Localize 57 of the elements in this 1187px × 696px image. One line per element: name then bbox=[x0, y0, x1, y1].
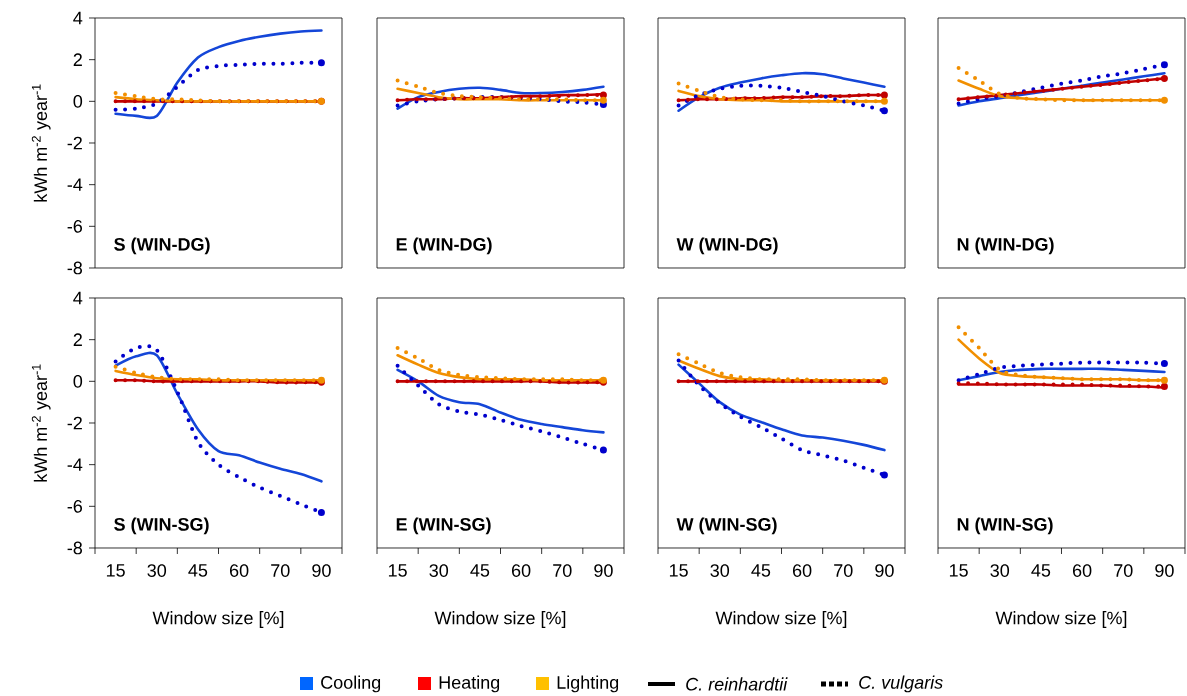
text: C. reinhardtii bbox=[686, 677, 788, 691]
category-label: Cooling bbox=[321, 675, 381, 693]
x-tick-label: 30 bbox=[147, 564, 167, 577]
x-tick-label: 45 bbox=[1031, 564, 1051, 577]
y-tick-label: 4 bbox=[73, 11, 83, 25]
x-tick-label: 30 bbox=[990, 564, 1010, 577]
y-tick-label: -8 bbox=[67, 261, 83, 275]
y-tick-label: 0 bbox=[73, 94, 83, 108]
text: N (WIN-DG) bbox=[957, 237, 1054, 255]
x-axis-title: Window size [%] bbox=[715, 611, 847, 628]
y-tick-label: 2 bbox=[73, 53, 82, 66]
text: N (WIN-SG) bbox=[957, 517, 1053, 535]
x-tick-label: 60 bbox=[792, 564, 812, 577]
category-label: Heating bbox=[439, 675, 500, 693]
x-tick-label: 70 bbox=[271, 564, 290, 577]
x-tick-label: 90 bbox=[875, 564, 894, 577]
y-tick-label: -6 bbox=[67, 219, 83, 233]
text: W (WIN-SG) bbox=[676, 517, 777, 535]
text: E (WIN-DG) bbox=[396, 237, 492, 255]
x-tick-label: 15 bbox=[949, 564, 968, 577]
x-axis-title: Window size [%] bbox=[152, 611, 284, 628]
x-axis-title: Window size [%] bbox=[995, 611, 1127, 628]
y-tick-label: -2 bbox=[67, 416, 82, 430]
x-tick-label: 30 bbox=[710, 564, 730, 577]
x-tick-label: 90 bbox=[594, 564, 613, 577]
text: E (WIN-SG) bbox=[396, 517, 491, 535]
x-tick-label: 45 bbox=[751, 564, 771, 577]
text: S (WIN-DG) bbox=[114, 237, 210, 255]
x-tick-label: 90 bbox=[312, 564, 331, 577]
x-tick-label: 90 bbox=[1155, 564, 1174, 577]
x-tick-label: 15 bbox=[388, 564, 407, 577]
y-axis-title: kWh m$^{-2}$ year$^{-1}$ bbox=[31, 364, 51, 482]
y-tick-label: 0 bbox=[73, 374, 83, 388]
text: S (WIN-SG) bbox=[114, 517, 209, 535]
y-tick-label: -4 bbox=[67, 178, 83, 191]
x-tick-label: 45 bbox=[470, 564, 490, 577]
x-tick-label: 60 bbox=[511, 564, 531, 577]
x-tick-label: 60 bbox=[229, 564, 249, 577]
x-tick-label: 30 bbox=[429, 564, 449, 577]
y-tick-label: 4 bbox=[73, 291, 83, 305]
text: C. vulgaris bbox=[859, 675, 943, 693]
x-tick-label: 45 bbox=[188, 564, 208, 577]
y-tick-label: 2 bbox=[73, 333, 82, 346]
x-tick-label: 15 bbox=[106, 564, 125, 577]
y-tick-label: -4 bbox=[67, 458, 83, 471]
category-label: Lighting bbox=[557, 675, 619, 693]
x-tick-label: 60 bbox=[1072, 564, 1092, 577]
x-axis-title: Window size [%] bbox=[434, 611, 566, 628]
x-tick-label: 70 bbox=[1114, 564, 1133, 577]
y-tick-label: -2 bbox=[67, 136, 82, 150]
text: W (WIN-DG) bbox=[676, 237, 778, 255]
y-tick-label: -8 bbox=[67, 541, 83, 555]
y-tick-label: -6 bbox=[67, 499, 83, 513]
x-tick-label: 15 bbox=[669, 564, 688, 577]
x-tick-label: 70 bbox=[553, 564, 572, 577]
y-axis-title: kWh m$^{-2}$ year$^{-1}$ bbox=[31, 84, 51, 202]
x-tick-label: 70 bbox=[834, 564, 853, 577]
